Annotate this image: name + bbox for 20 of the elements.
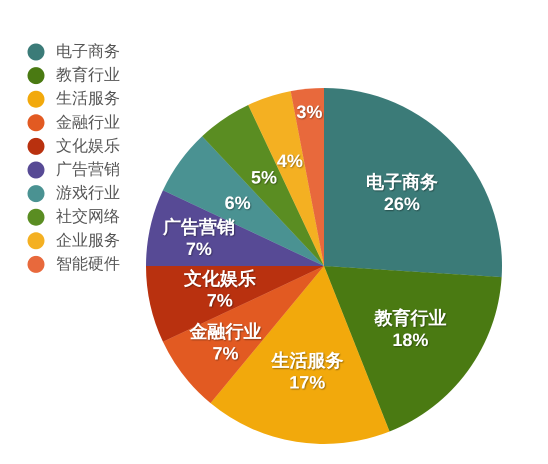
data-label: 文化娱乐 7% — [182, 268, 256, 310]
legend-label: 企业服务 — [56, 231, 120, 250]
legend-label: 游戏行业 — [56, 184, 120, 202]
data-label: 5% — [250, 168, 277, 188]
legend-label: 文化娱乐 — [56, 136, 120, 155]
legend-label: 广告营销 — [56, 160, 120, 178]
data-label: 金融行业 7% — [188, 321, 262, 364]
data-label: 教育行业 18% — [373, 306, 446, 350]
data-label: 6% — [224, 193, 251, 214]
data-label: 生活服务 17% — [270, 350, 344, 392]
data-label: 3% — [296, 102, 322, 122]
legend-label: 生活服务 — [56, 90, 120, 108]
data-label: 电子商务 26% — [366, 172, 438, 214]
data-label: 4% — [276, 151, 303, 172]
legend-label: 社交网络 — [56, 208, 120, 226]
legend-label: 教育行业 — [56, 66, 120, 84]
data-label: 广告营销 7% — [162, 217, 235, 260]
legend-label: 金融行业 — [56, 113, 120, 132]
legend-label: 电子商务 — [56, 42, 120, 60]
legend-label: 智能硬件 — [56, 254, 120, 273]
